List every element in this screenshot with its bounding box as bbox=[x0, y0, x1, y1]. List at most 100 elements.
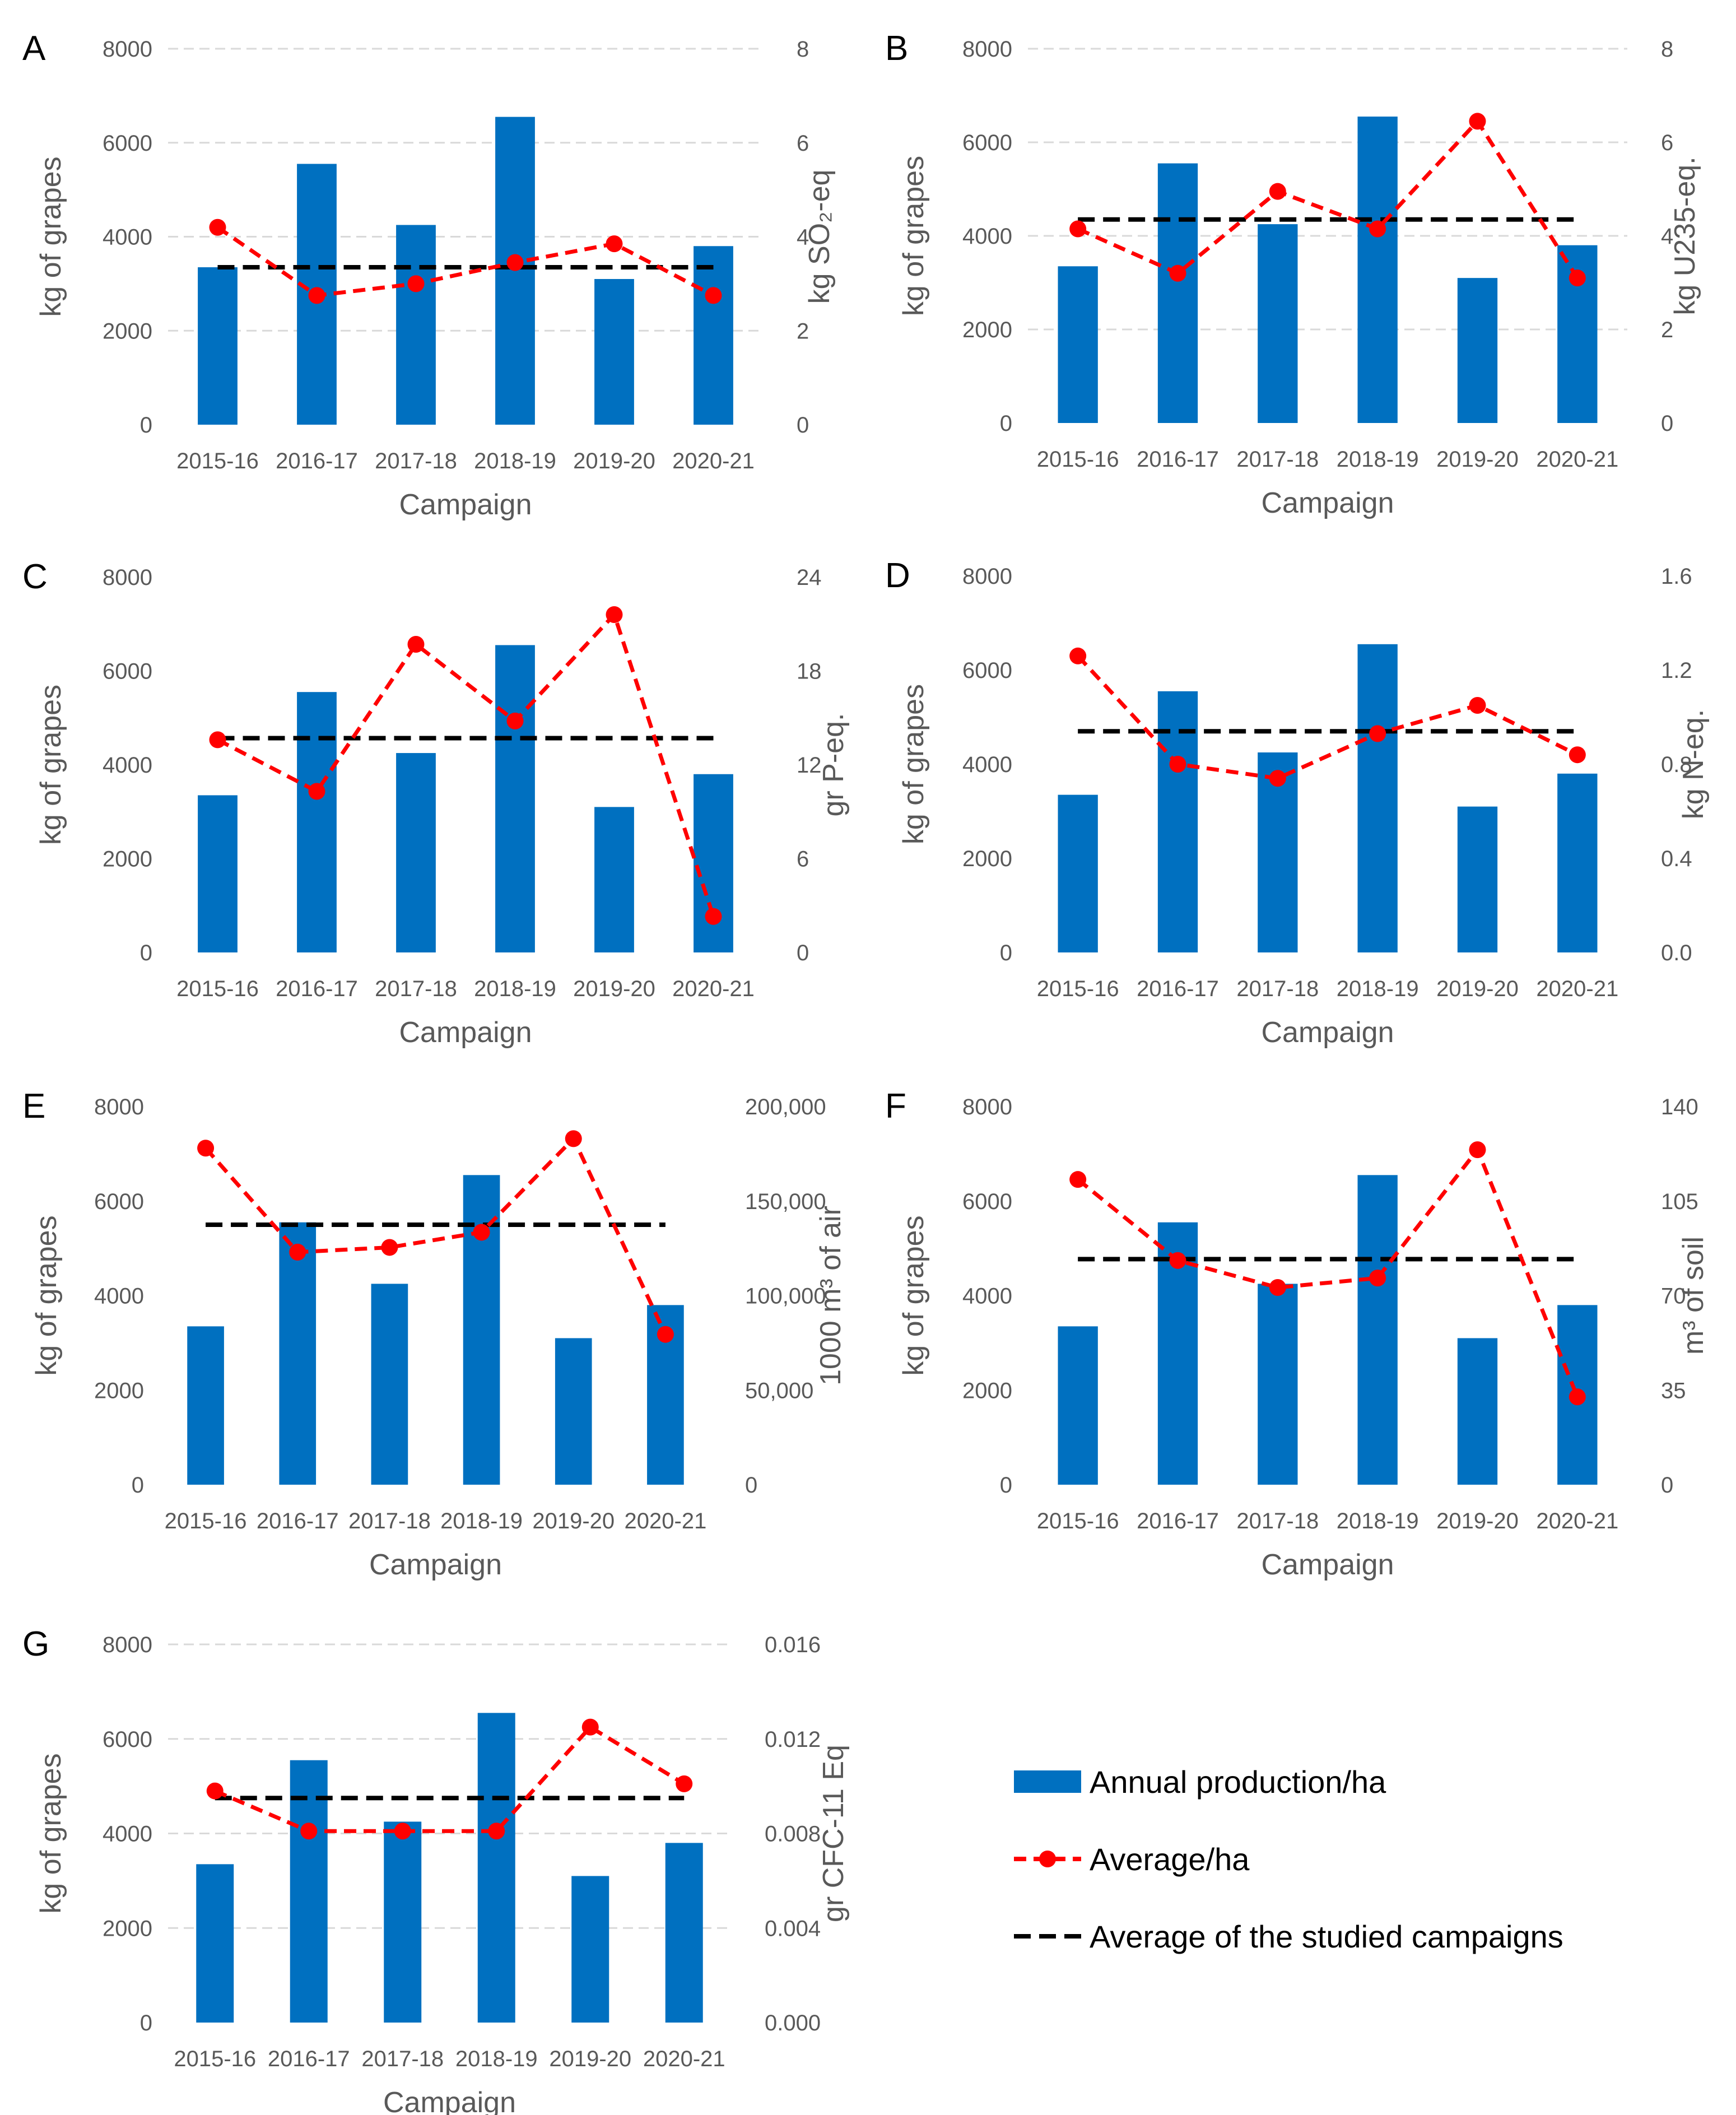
average-point-g-2019-20 bbox=[581, 1718, 599, 1736]
average-point-c-2015-16 bbox=[209, 731, 226, 749]
average-point-d-2015-16 bbox=[1069, 647, 1087, 664]
y-axis-title: kg of grapes bbox=[35, 1753, 67, 1913]
chart-panel-c: C 0 2000 4000 6000 8000 0 6 12 18 24 kg of grapes gr… bbox=[22, 557, 850, 1049]
x-tick-label: 2017-18 bbox=[361, 2047, 444, 2071]
y2-tick-label: 8 bbox=[797, 37, 809, 62]
chart-panel-g: G 0 2000 4000 6000 8000 0.000 0.004 0.008 0.012 0.… bbox=[22, 1625, 850, 2115]
y-tick-label: 2000 bbox=[962, 847, 1012, 871]
bar-f-2018-19 bbox=[1357, 1175, 1398, 1485]
y2-tick-label: 24 bbox=[797, 565, 822, 590]
y-tick-label: 6000 bbox=[962, 131, 1012, 155]
bar-d-2018-19 bbox=[1357, 644, 1398, 952]
average-point-f-2017-18 bbox=[1269, 1279, 1286, 1296]
panel-label-e: E bbox=[22, 1087, 45, 1126]
bar-c-2016-17 bbox=[297, 692, 337, 952]
average-point-d-2020-21 bbox=[1569, 746, 1586, 764]
y2-axis-title: kg SO₂-eq bbox=[803, 170, 836, 304]
y2-tick-label: 0 bbox=[745, 1473, 757, 1498]
bar-c-2019-20 bbox=[594, 807, 634, 952]
y-tick-label: 8000 bbox=[103, 37, 152, 62]
y-tick-label: 4000 bbox=[962, 752, 1012, 777]
chart-panel-a: A 0 2000 4000 6000 8000 0 2 4 6 8 kg of grapes kg SO… bbox=[22, 29, 836, 521]
x-axis-title: Campaign bbox=[383, 2086, 516, 2115]
x-axis-title: Campaign bbox=[1261, 1016, 1394, 1049]
bar-a-2019-20 bbox=[594, 278, 634, 425]
y-tick-label: 2000 bbox=[962, 318, 1012, 342]
y-axis-title: kg of grapes bbox=[897, 156, 930, 316]
average-series-line-e bbox=[204, 1135, 668, 1336]
y2-tick-label: 2 bbox=[1661, 318, 1673, 342]
x-tick-label: 2016-17 bbox=[1137, 447, 1219, 472]
x-tick-label: 2017-18 bbox=[375, 977, 457, 1001]
average-point-a-2019-20 bbox=[606, 235, 623, 253]
legend-label-annual-production: Annual production/ha bbox=[1090, 1764, 1386, 1800]
y-tick-label: 4000 bbox=[103, 225, 152, 250]
average-point-e-2016-17 bbox=[289, 1243, 306, 1261]
x-tick-label: 2017-18 bbox=[1236, 447, 1319, 472]
bar-b-2017-18 bbox=[1258, 224, 1298, 423]
x-tick-label: 2018-19 bbox=[455, 2047, 538, 2071]
average-point-g-2017-18 bbox=[394, 1823, 411, 1840]
y-tick-label: 0 bbox=[132, 1473, 144, 1498]
y-tick-label: 8000 bbox=[962, 564, 1012, 589]
average-point-d-2017-18 bbox=[1269, 770, 1286, 787]
bar-a-2015-16 bbox=[198, 267, 238, 425]
y-tick-label: 4000 bbox=[103, 1822, 152, 1847]
bar-b-2015-16 bbox=[1058, 266, 1098, 423]
bar-g-2016-17 bbox=[290, 1760, 328, 2023]
x-tick-label: 2015-16 bbox=[176, 977, 259, 1001]
x-tick-label: 2015-16 bbox=[1037, 447, 1119, 472]
y2-axis-title: kg N-eq. bbox=[1677, 709, 1710, 820]
y2-tick-label: 200,000 bbox=[745, 1095, 826, 1119]
y-tick-label: 2000 bbox=[103, 1916, 152, 1941]
bar-f-2017-18 bbox=[1258, 1284, 1298, 1485]
y2-tick-label: 0 bbox=[797, 941, 809, 965]
y2-axis-title: 1000 m³ of air bbox=[815, 1206, 847, 1386]
y2-axis-title: m³ of soil bbox=[1677, 1237, 1710, 1355]
x-tick-label: 2015-16 bbox=[176, 449, 259, 473]
average-point-d-2018-19 bbox=[1369, 725, 1386, 742]
x-tick-label: 2019-20 bbox=[549, 2047, 631, 2071]
x-tick-label: 2019-20 bbox=[1436, 1509, 1519, 1533]
x-axis-title: Campaign bbox=[399, 1016, 532, 1049]
x-axis-title: Campaign bbox=[399, 489, 532, 521]
x-tick-label: 2017-18 bbox=[375, 449, 457, 473]
x-tick-label: 2018-19 bbox=[1337, 977, 1419, 1001]
x-axis-title: Campaign bbox=[1261, 1549, 1394, 1581]
average-point-g-2016-17 bbox=[300, 1823, 318, 1840]
average-point-b-2015-16 bbox=[1069, 220, 1087, 238]
y-tick-label: 0 bbox=[1000, 411, 1012, 436]
y-tick-label: 4000 bbox=[103, 753, 152, 778]
average-point-a-2016-17 bbox=[308, 287, 325, 304]
average-point-b-2017-18 bbox=[1269, 183, 1286, 200]
y-tick-label: 8000 bbox=[103, 565, 152, 590]
y-tick-label: 6000 bbox=[103, 659, 152, 684]
y2-tick-label: 150,000 bbox=[745, 1189, 826, 1214]
average-point-g-2020-21 bbox=[676, 1775, 693, 1792]
x-tick-label: 2018-19 bbox=[1337, 1509, 1419, 1533]
x-tick-label: 2020-21 bbox=[672, 977, 755, 1001]
bar-d-2015-16 bbox=[1058, 794, 1098, 952]
legend: Annual production/ha Average/ha Average … bbox=[1014, 1764, 1563, 1954]
y2-tick-label: 0.000 bbox=[765, 2011, 821, 2035]
y2-tick-label: 6 bbox=[797, 131, 809, 156]
y2-tick-label: 100,000 bbox=[745, 1284, 826, 1309]
x-tick-label: 2017-18 bbox=[1236, 977, 1319, 1001]
y2-tick-label: 70 bbox=[1661, 1284, 1686, 1309]
average-point-c-2020-21 bbox=[705, 908, 722, 925]
x-tick-label: 2020-21 bbox=[625, 1509, 707, 1533]
bar-e-2016-17 bbox=[279, 1222, 317, 1485]
y-tick-label: 8000 bbox=[962, 37, 1012, 62]
y-tick-label: 2000 bbox=[94, 1378, 144, 1403]
bar-d-2016-17 bbox=[1157, 691, 1198, 952]
bar-b-2016-17 bbox=[1157, 163, 1198, 423]
average-point-f-2015-16 bbox=[1069, 1171, 1087, 1188]
average-point-a-2018-19 bbox=[506, 254, 524, 271]
average-point-f-2020-21 bbox=[1569, 1388, 1586, 1406]
average-point-f-2019-20 bbox=[1469, 1141, 1486, 1159]
panel-label-b: B bbox=[885, 29, 908, 68]
bar-a-2017-18 bbox=[396, 225, 436, 425]
y2-tick-label: 4 bbox=[1661, 224, 1673, 249]
y-tick-label: 0 bbox=[140, 413, 152, 438]
bar-d-2020-21 bbox=[1557, 773, 1598, 952]
